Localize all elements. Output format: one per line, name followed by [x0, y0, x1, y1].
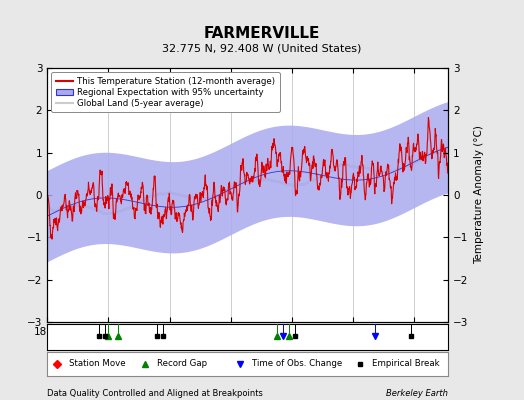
Y-axis label: Temperature Anomaly (°C): Temperature Anomaly (°C) — [474, 126, 484, 264]
Text: Empirical Break: Empirical Break — [372, 360, 440, 368]
Text: Station Move: Station Move — [69, 360, 126, 368]
Text: Time of Obs. Change: Time of Obs. Change — [252, 360, 342, 368]
Legend: This Temperature Station (12-month average), Regional Expectation with 95% uncer: This Temperature Station (12-month avera… — [51, 72, 280, 112]
Text: Record Gap: Record Gap — [157, 360, 208, 368]
Text: FARMERVILLE: FARMERVILLE — [204, 26, 320, 42]
Text: 32.775 N, 92.408 W (United States): 32.775 N, 92.408 W (United States) — [162, 44, 362, 54]
Text: Data Quality Controlled and Aligned at Breakpoints: Data Quality Controlled and Aligned at B… — [47, 389, 263, 398]
Text: Berkeley Earth: Berkeley Earth — [386, 389, 448, 398]
